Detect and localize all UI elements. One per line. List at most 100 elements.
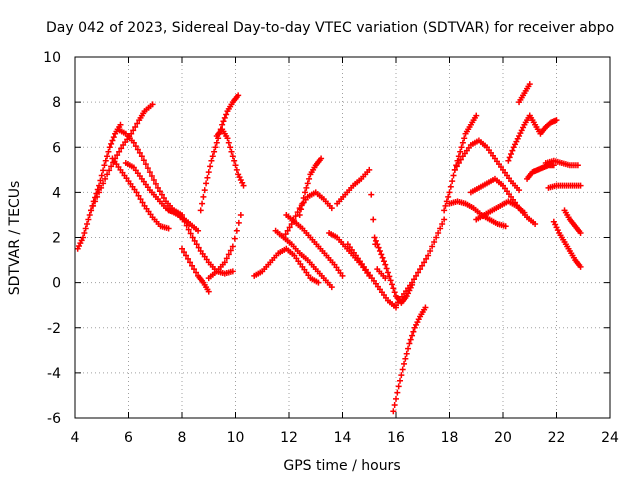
grid-lines (75, 57, 610, 418)
data-point (442, 202, 449, 209)
series-arc-26 (473, 198, 528, 223)
data-point (224, 135, 231, 142)
data-point (128, 130, 135, 137)
data-point (101, 162, 108, 169)
data-point (304, 180, 311, 187)
data-point (213, 139, 220, 146)
data-point (227, 247, 234, 254)
data-point (98, 184, 105, 191)
data-point (390, 285, 397, 292)
series-arc-12 (272, 227, 335, 291)
data-point (183, 222, 190, 229)
series-arc-34 (561, 207, 584, 236)
data-point (394, 389, 401, 396)
data-point (449, 178, 456, 185)
series-arc-11 (251, 245, 322, 286)
data-point (150, 176, 157, 183)
data-point (302, 189, 309, 196)
data-point (407, 336, 414, 343)
data-point (383, 265, 390, 272)
data-point (421, 259, 428, 266)
data-point (207, 163, 214, 170)
data-point (232, 162, 239, 169)
data-point (212, 144, 219, 151)
data-point (409, 279, 416, 286)
data-point (391, 402, 398, 409)
y-tick-label: -4 (47, 366, 61, 382)
data-point (231, 235, 238, 242)
data-point (457, 156, 464, 163)
data-point (388, 281, 395, 288)
data-point (410, 328, 417, 335)
y-tick-label: -2 (47, 321, 61, 337)
data-point (108, 140, 115, 147)
data-point (105, 148, 112, 155)
data-point (288, 220, 295, 227)
data-point (376, 248, 383, 255)
data-point (229, 268, 236, 275)
data-point (104, 171, 111, 178)
series-arc-32 (545, 182, 584, 191)
series-arc-31 (542, 157, 581, 169)
data-point (185, 255, 192, 262)
data-point (223, 111, 230, 118)
data-point (138, 153, 145, 160)
data-point (395, 383, 402, 390)
data-point (399, 366, 406, 373)
data-point (368, 191, 375, 198)
series-arc-33 (550, 218, 584, 270)
x-tick-label: 18 (441, 430, 459, 446)
data-point (339, 272, 346, 279)
data-point (455, 160, 462, 167)
data-point (306, 175, 313, 182)
data-point (235, 92, 242, 99)
series-arc-20 (390, 304, 429, 415)
series-arc-19 (371, 234, 416, 306)
data-point (240, 182, 247, 189)
data-point (382, 261, 389, 268)
y-tick-label: 10 (43, 50, 61, 66)
series-arc-21 (393, 216, 448, 309)
data-point (233, 227, 240, 234)
x-tick-label: 20 (494, 430, 512, 446)
data-point (104, 153, 111, 160)
data-point (225, 139, 232, 146)
data-point (425, 252, 432, 259)
data-point (106, 167, 113, 174)
data-point (114, 152, 121, 159)
data-point (282, 231, 289, 238)
data-point (390, 408, 397, 415)
data-point (102, 157, 109, 164)
data-point (419, 262, 426, 269)
data-point (415, 269, 422, 276)
data-point (431, 239, 438, 246)
data-point (553, 117, 560, 124)
data-point (574, 162, 581, 169)
data-point (204, 174, 211, 181)
data-point (181, 249, 188, 256)
data-point (152, 180, 159, 187)
data-point (374, 241, 381, 248)
data-point (225, 251, 232, 258)
data-point (403, 350, 410, 357)
series-arc-3 (114, 126, 185, 218)
data-point (130, 139, 137, 146)
data-point (315, 279, 322, 286)
data-point (193, 241, 200, 248)
data-point (508, 151, 515, 158)
data-point (92, 198, 99, 205)
data-point (189, 262, 196, 269)
x-tick-labels: 4 6 8 10 12 14 16 18 20 22 24 (71, 430, 619, 446)
data-point (156, 188, 163, 195)
data-point (139, 199, 146, 206)
series-arc-27 (505, 112, 533, 164)
data-point (380, 258, 387, 265)
y-tick-label: 4 (52, 185, 61, 201)
data-point (384, 269, 391, 276)
data-point (146, 169, 153, 176)
data-point (506, 154, 513, 161)
data-point (116, 148, 123, 155)
y-tick-label: 0 (52, 276, 61, 292)
data-point (516, 187, 523, 194)
